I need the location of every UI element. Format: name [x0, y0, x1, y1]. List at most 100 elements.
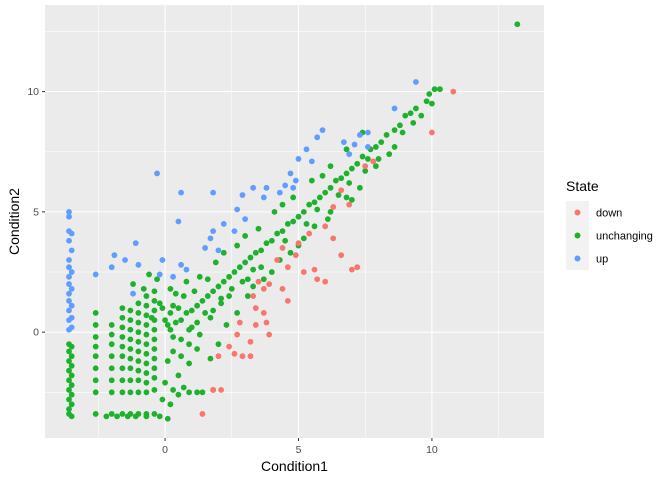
point-unchanging — [151, 365, 158, 372]
point-up — [178, 261, 184, 268]
point-unchanging — [391, 127, 398, 133]
point-unchanging — [108, 411, 115, 417]
point-down — [322, 223, 329, 230]
point-up — [156, 271, 163, 278]
point-unchanging — [359, 153, 366, 160]
point-down — [250, 293, 257, 299]
point-unchanging — [319, 172, 326, 179]
point-down — [266, 331, 273, 338]
point-up — [66, 307, 72, 314]
point-unchanging — [151, 336, 158, 343]
legend-label-unchanging: unchanging — [596, 231, 653, 243]
point-unchanging — [143, 302, 150, 309]
point-up — [295, 156, 302, 162]
point-unchanging — [268, 269, 275, 275]
point-unchanging — [68, 353, 75, 360]
point-unchanging — [244, 293, 251, 299]
point-unchanging — [92, 353, 99, 360]
point-up — [170, 273, 176, 280]
legend-title: State — [566, 178, 599, 194]
point-unchanging — [170, 334, 176, 340]
point-up — [340, 139, 347, 146]
point-down — [231, 350, 238, 357]
point-unchanging — [162, 317, 168, 324]
point-down — [279, 285, 286, 292]
point-unchanging — [66, 377, 72, 384]
point-unchanging — [178, 336, 184, 343]
point-unchanging — [172, 290, 179, 297]
point-down — [279, 245, 286, 251]
point-unchanging — [335, 192, 342, 198]
point-up — [66, 281, 72, 287]
point-unchanging — [308, 177, 315, 184]
point-unchanging — [119, 324, 126, 331]
point-unchanging — [151, 326, 158, 333]
point-unchanging — [135, 300, 142, 307]
legend-label-down: down — [596, 208, 622, 220]
point-unchanging — [66, 406, 72, 413]
point-unchanging — [156, 413, 163, 420]
point-unchanging — [151, 297, 158, 304]
point-unchanging — [108, 365, 115, 372]
point-up — [303, 146, 310, 153]
point-unchanging — [132, 413, 139, 420]
point-unchanging — [68, 391, 75, 398]
point-unchanging — [143, 312, 150, 319]
point-unchanging — [324, 216, 331, 222]
point-up — [66, 237, 72, 244]
point-down — [255, 278, 262, 285]
point-unchanging — [183, 310, 190, 316]
point-unchanging — [127, 355, 134, 362]
point-unchanging — [252, 249, 259, 256]
point-up — [292, 177, 299, 184]
point-down — [292, 252, 299, 259]
point-unchanging — [175, 305, 182, 311]
point-down — [348, 266, 355, 273]
point-unchanging — [437, 86, 443, 93]
point-unchanging — [143, 341, 150, 348]
point-unchanging — [431, 86, 438, 93]
point-unchanging — [135, 329, 142, 336]
point-unchanging — [162, 379, 168, 386]
point-down — [239, 353, 246, 360]
point-unchanging — [92, 411, 99, 417]
point-unchanging — [226, 273, 233, 280]
point-down — [199, 411, 206, 417]
point-unchanging — [170, 348, 176, 355]
x-tick-label: 10 — [426, 444, 438, 456]
point-unchanging — [338, 175, 345, 182]
point-unchanging — [332, 177, 339, 184]
x-tick-label: 5 — [296, 444, 302, 456]
point-unchanging — [290, 218, 297, 225]
point-unchanging — [154, 276, 160, 283]
point-unchanging — [378, 139, 385, 146]
point-down — [314, 276, 321, 283]
point-unchanging — [226, 293, 233, 299]
point-unchanging — [242, 259, 249, 266]
point-unchanging — [223, 322, 230, 328]
point-down — [252, 305, 259, 311]
point-up — [68, 302, 75, 309]
major-gridlines — [45, 5, 544, 438]
point-unchanging — [207, 314, 214, 321]
point-down — [274, 257, 281, 263]
point-unchanging — [92, 343, 99, 350]
point-up — [276, 189, 283, 196]
point-unchanging — [143, 389, 150, 396]
point-up — [183, 266, 190, 273]
point-unchanging — [135, 389, 142, 396]
point-unchanging — [244, 276, 251, 283]
point-unchanging — [191, 288, 198, 295]
point-unchanging — [108, 353, 115, 360]
point-unchanging — [127, 307, 134, 314]
point-unchanging — [314, 206, 321, 213]
point-up — [364, 144, 371, 150]
point-unchanging — [356, 184, 363, 191]
x-axis-title: Condition1 — [261, 458, 328, 474]
point-up — [135, 261, 142, 268]
point-down — [252, 322, 259, 328]
point-down — [284, 297, 291, 304]
point-down — [338, 252, 345, 259]
point-up — [215, 247, 222, 254]
point-unchanging — [255, 225, 262, 232]
